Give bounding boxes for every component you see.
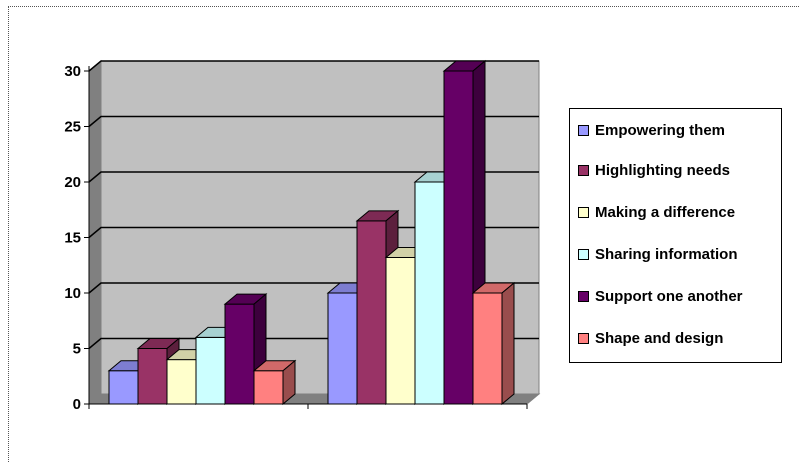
legend-item: Shape and design	[578, 327, 723, 349]
legend-label: Highlighting needs	[595, 161, 730, 179]
y-tick-label: 15	[64, 230, 81, 247]
legend-swatch-icon	[578, 164, 589, 176]
legend-swatch-icon	[578, 124, 589, 136]
gridline	[88, 171, 539, 183]
y-tick-label: 25	[64, 119, 81, 136]
legend-label: Shape and design	[595, 329, 724, 347]
bars	[107, 59, 516, 406]
legend-swatch-icon	[578, 290, 589, 302]
bar	[471, 281, 516, 406]
bar	[252, 359, 297, 406]
y-tick-label: 5	[73, 341, 81, 358]
y-axis-labels: 0 5 10 15 20 25 30	[64, 63, 81, 413]
y-tick-label: 20	[64, 174, 81, 191]
legend-item: Empowering them	[578, 119, 725, 141]
y-tick-label: 30	[64, 63, 81, 80]
legend-item: Sharing information	[578, 243, 738, 265]
legend-label: Making a difference	[595, 203, 736, 221]
y-tick-label: 10	[64, 285, 81, 302]
legend-item: Support one another	[578, 285, 743, 307]
legend-item: Highlighting needs	[578, 159, 730, 181]
legend-label: Empowering them	[595, 121, 726, 139]
chart-frame	[8, 6, 799, 462]
legend-item: Making a difference	[578, 201, 735, 223]
legend-label: Sharing information	[595, 245, 738, 263]
gridline	[88, 115, 539, 128]
legend: Empowering them Highlighting needs Makin…	[569, 108, 782, 363]
y-tick-label: 0	[73, 396, 81, 413]
legend-swatch-icon	[578, 206, 589, 218]
legend-swatch-icon	[578, 332, 589, 344]
legend-swatch-icon	[578, 248, 589, 260]
gridline	[88, 60, 539, 72]
legend-label: Support one another	[595, 287, 743, 305]
